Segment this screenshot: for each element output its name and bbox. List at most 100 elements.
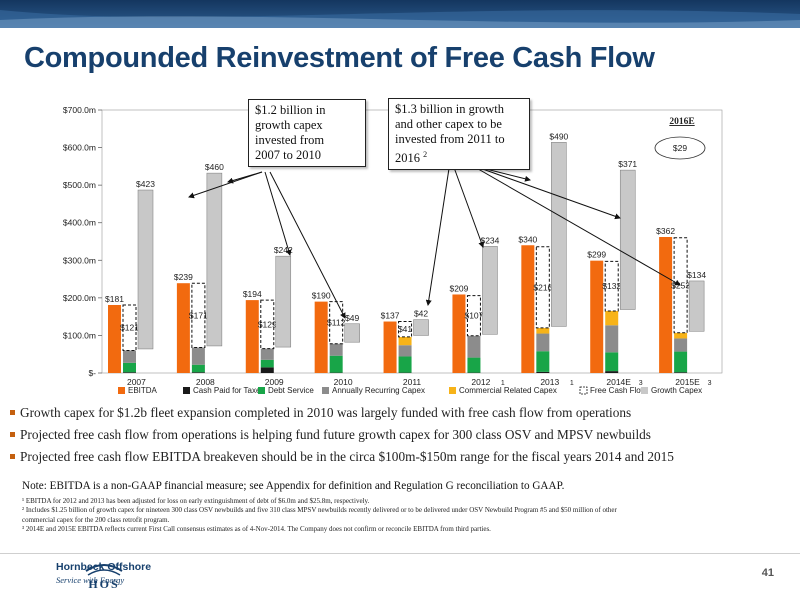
x-category-label: 2008 (196, 377, 215, 387)
legend-swatch (449, 387, 456, 394)
callout-arrow (465, 161, 681, 286)
legend-swatch (641, 387, 648, 394)
company-tagline: Service with Energy (56, 575, 125, 585)
callout-right-line: 2016 2 (395, 147, 523, 166)
ebitda-label: $190 (312, 291, 331, 301)
x-category-label: 2010 (334, 377, 353, 387)
legend-label: EBITDA (128, 386, 158, 395)
y-tick-label: $500.0m (63, 180, 96, 190)
debt-service-segment (536, 351, 550, 372)
recurring-capex-segment (123, 350, 136, 363)
callout-right: $1.3 billion in growth and other capex t… (388, 98, 530, 171)
ebitda-label: $137 (381, 311, 400, 321)
bullet-marker (10, 432, 15, 437)
callout-arrow (451, 161, 485, 248)
footnote: commercial capex for the 200 class retro… (22, 515, 170, 524)
y-tick-label: $700.0m (63, 105, 96, 115)
debt-service-segment (260, 359, 274, 368)
debt-service-segment (329, 355, 343, 373)
ebitda-label: $194 (243, 289, 262, 299)
footnote: ³ 2014E and 2015E EBITDA reflects curren… (22, 525, 491, 534)
x-category-label: 2013 (540, 377, 559, 387)
page-number: 41 (761, 567, 774, 579)
recurring-capex-segment (467, 335, 481, 358)
hos-logo: HOS (85, 564, 123, 591)
growth-capex-bar (344, 323, 360, 343)
bullet-text: Projected free cash flow from operations… (20, 427, 651, 442)
callout-left-line: growth capex (255, 118, 323, 132)
legend-swatch (183, 387, 190, 394)
footnote: ² Includes $1.25 billion of growth capex… (22, 506, 617, 515)
x-category-footnote: 1 (501, 380, 505, 387)
legend-swatch (579, 386, 588, 395)
callout-right-line: $1.3 billion in growth (395, 102, 505, 116)
fcf-label: $216 (533, 282, 552, 292)
cash-taxes-segment (260, 367, 274, 373)
footer-divider (0, 553, 800, 554)
ebitda-bar (521, 245, 535, 373)
y-tick-label: $400.0m (63, 218, 96, 228)
y-tick-label: $100.0m (63, 330, 96, 340)
ebitda-bar (590, 260, 604, 373)
callout-arrow (264, 171, 292, 256)
x-category-label: 2011 (403, 377, 422, 387)
ebitda-bar (659, 236, 673, 373)
company-name: Hornbeck Offshore (56, 561, 152, 573)
growth-capex-label: $371 (618, 159, 637, 169)
legend-swatch (258, 387, 265, 394)
ebitda-bar (314, 301, 328, 373)
legend-swatch (118, 387, 125, 394)
fcf-label: $129 (258, 319, 277, 329)
x-category-label: 2009 (265, 377, 284, 387)
cash-taxes-segment (605, 371, 619, 373)
annotation-2016-label: 2016E (669, 117, 694, 127)
bullet-item: Growth capex for $1.2b fleet expansion c… (10, 405, 790, 421)
y-tick-label: $300.0m (63, 255, 96, 265)
ebitda-label: $239 (174, 272, 193, 282)
growth-capex-bar (619, 169, 636, 310)
growth-capex-label: $423 (136, 179, 155, 189)
y-tick-label: $600.0m (63, 143, 96, 153)
cash-taxes-segment (536, 371, 550, 373)
gaap-note: Note: EBITDA is a non-GAAP financial mea… (22, 480, 565, 492)
x-category-label: 2007 (127, 377, 146, 387)
callout-arrow (462, 161, 621, 220)
fcf-chart: $- $100.0m $200.0m $300.0m $400.0m $500.0m $60… (63, 105, 723, 395)
callout-right-sup: 2 (423, 150, 428, 159)
bullet-marker (10, 454, 15, 459)
callout-arrow (227, 171, 263, 184)
x-category-label: 2012 (471, 377, 490, 387)
callout-left-line: invested from (255, 133, 325, 147)
recurring-capex-segment (398, 345, 412, 357)
debt-service-segment (123, 362, 136, 373)
debt-service-segment (191, 364, 205, 373)
recurring-capex-segment (260, 348, 274, 360)
free-cash-flow-box (260, 299, 275, 350)
callout-arrow (425, 161, 451, 306)
bullet-text: Growth capex for $1.2b fleet expansion c… (20, 405, 632, 420)
x-category-footnote: 3 (708, 380, 712, 387)
commercial-capex-segment (605, 311, 619, 326)
legend-label: Commercial Related Capex (459, 386, 557, 395)
page-title: Compounded Reinvestment of Free Cash Flo… (24, 42, 655, 74)
cash-taxes-segment (674, 372, 688, 373)
fcf-label: $41 (398, 324, 412, 334)
callout-left-line: $1.2 billion in (255, 103, 326, 117)
ebitda-label: $362 (656, 226, 675, 236)
bullet-list: Growth capex for $1.2b fleet expansion c… (10, 405, 790, 471)
x-category-footnote: 1 (570, 380, 574, 387)
free-cash-flow-box (191, 282, 206, 348)
header-band (0, 0, 800, 28)
growth-capex-label: $460 (205, 162, 224, 172)
y-tick-label: $200.0m (63, 293, 96, 303)
growth-capex-bar (688, 280, 705, 332)
legend-label: Growth Capex (651, 386, 702, 395)
growth-capex-label: $134 (687, 270, 706, 280)
free-cash-flow-box (604, 260, 619, 312)
growth-capex-bar (413, 319, 429, 336)
free-cash-flow-box (398, 321, 413, 338)
recurring-capex-segment (674, 338, 688, 352)
growth-capex-bar (137, 189, 154, 350)
ebitda-bar (176, 283, 190, 373)
commercial-capex-segment (398, 336, 412, 346)
